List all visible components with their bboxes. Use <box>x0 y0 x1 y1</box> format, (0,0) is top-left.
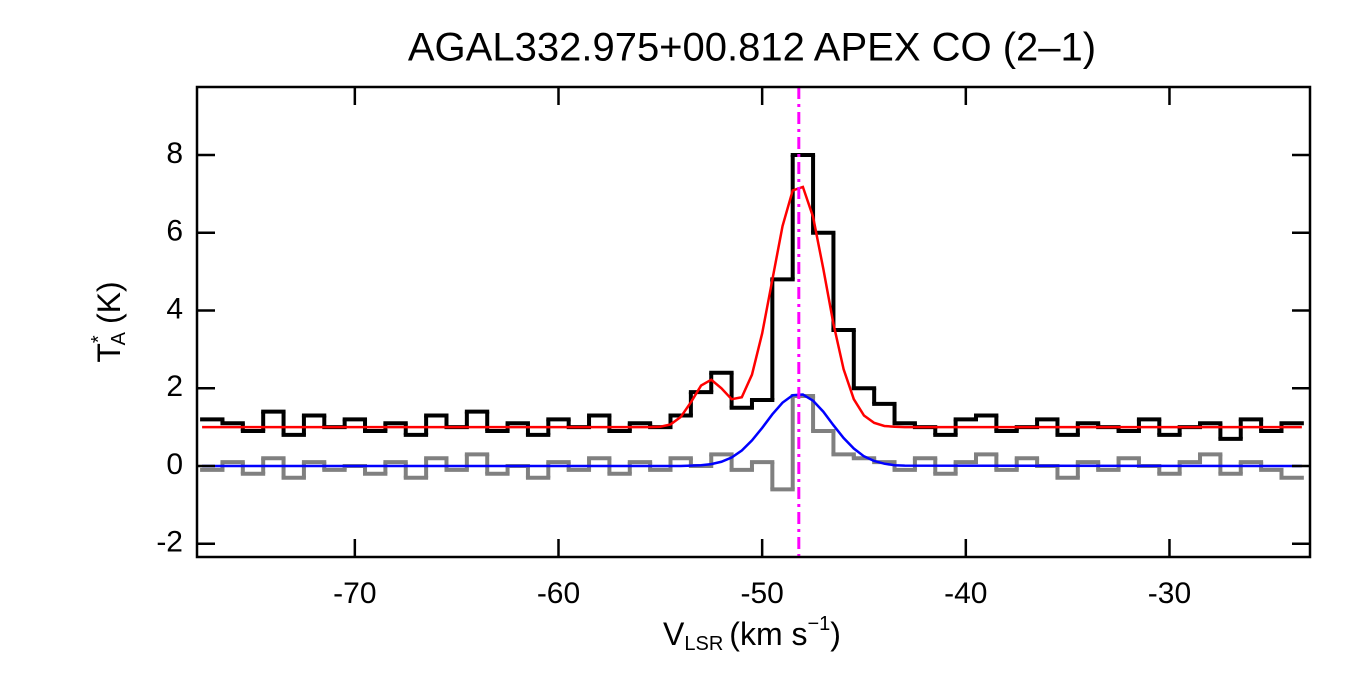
y-tick-label: 2 <box>166 370 183 403</box>
x-tick-label: -50 <box>740 577 783 610</box>
plot-frame <box>195 85 1312 559</box>
y-label-sup: * <box>88 335 110 343</box>
x-tick-label: -40 <box>944 577 987 610</box>
y-label-main: T <box>91 343 127 363</box>
fit-line <box>202 185 1302 429</box>
x-axis-label: VLSR (km s−1) <box>663 613 841 655</box>
fit-line <box>202 393 1302 468</box>
x-label-close: ) <box>830 616 841 652</box>
y-tick-label: 6 <box>166 215 183 248</box>
y-tick-label: 8 <box>166 137 183 170</box>
x-label-sub: LSR <box>684 633 723 655</box>
x-label-unit: (km s <box>729 616 807 652</box>
y-tick-label: -2 <box>156 526 183 559</box>
x-label-main: V <box>663 616 685 652</box>
y-tick-label: 0 <box>166 448 183 481</box>
x-tick-label: -30 <box>1148 577 1191 610</box>
y-axis-label: T*A (K) <box>88 281 130 362</box>
x-tick-label: -60 <box>537 577 580 610</box>
x-label-sup: −1 <box>807 613 830 635</box>
chart-title: AGAL332.975+00.812 APEX CO (2–1) <box>408 26 1096 70</box>
y-label-unit: (K) <box>91 281 127 324</box>
y-label-sub: A <box>108 331 130 345</box>
x-tick-label: -70 <box>333 577 376 610</box>
y-tick-label: 4 <box>166 292 183 325</box>
